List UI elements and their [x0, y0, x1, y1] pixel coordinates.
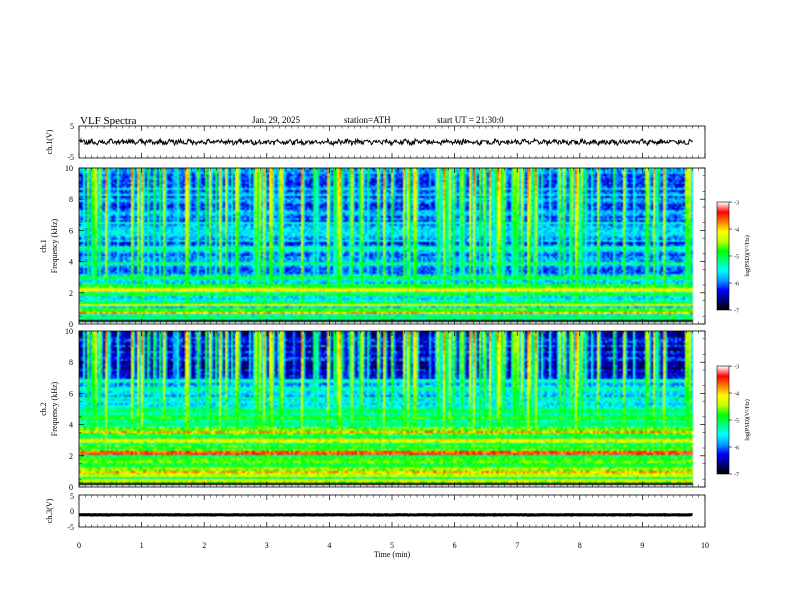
colorbar-tick-label: -4 — [734, 228, 739, 234]
y-tick-label: 0 — [69, 320, 73, 329]
ch1-spectrogram-yticks: 0 2 4 6 8 10 — [65, 164, 705, 329]
x-tick-label: 10 — [701, 541, 709, 550]
colorbar-tick-label: -5 — [734, 419, 739, 425]
colorbar-tick-label: -6 — [734, 446, 739, 452]
x-tick-label: 5 — [390, 541, 394, 550]
ch1-spectrogram-panel: 0 2 4 6 8 10 ch.1 Frequency (kHz) -3 -4 -5 -6 -7 … — [39, 164, 751, 329]
ch2-channel-label: ch.2 — [39, 402, 48, 416]
ch3-waveform-line — [78, 512, 694, 517]
time-axis-label: Time (min) — [374, 550, 411, 559]
colorbar-tick-label: -7 — [734, 473, 739, 479]
time-axis-ticks: 0 1 2 3 4 5 6 7 8 9 10 — [77, 126, 709, 550]
ch3-ytick-top: 5 — [70, 492, 74, 501]
y-tick-label: 2 — [69, 452, 73, 461]
colorbar-tick-label: -7 — [734, 309, 739, 315]
ch2-colorbar-label: log(PSD)(V²/Hz) — [744, 399, 751, 440]
colorbar-tick-label: -3 — [734, 365, 739, 371]
station-label: station=ATH — [344, 115, 391, 125]
colorbar-tick-label: -6 — [734, 282, 739, 288]
y-tick-label: 10 — [65, 164, 73, 173]
y-tick-label: 8 — [69, 358, 73, 367]
figure-title: VLF Spectra — [80, 115, 137, 127]
ch1-waveform-line — [78, 137, 693, 147]
ch3-ytick-bottom: -5 — [67, 523, 74, 532]
y-tick-label: 2 — [69, 289, 73, 298]
x-tick-label: 0 — [77, 541, 81, 550]
ch1-channel-label: ch.1 — [39, 239, 48, 253]
x-tick-label: 1 — [140, 541, 144, 550]
ch3-ylabel: ch.3(V) — [45, 498, 54, 523]
ch1-ytick-bottom: -5 — [67, 153, 74, 162]
ch3-ytick-mid: 0 — [70, 507, 74, 516]
ch1-colorbar-label: log(PSD)(V²/Hz) — [744, 235, 751, 276]
y-tick-label: 4 — [69, 421, 73, 430]
ch1-colorbar: -3 -4 -5 -6 -7 log(PSD)(V²/Hz) — [716, 201, 751, 315]
x-tick-label: 2 — [202, 541, 206, 550]
ch3-waveform-panel: 5 0 -5 ch.3(V) — [45, 492, 706, 532]
y-tick-label: 8 — [69, 195, 73, 204]
x-tick-label: 7 — [515, 541, 519, 550]
ch2-spectrogram-image — [79, 331, 705, 487]
ch2-frequency-label: Frequency (kHz) — [50, 381, 59, 436]
y-tick-label: 6 — [69, 226, 73, 235]
colorbar-tick-label: -4 — [734, 392, 739, 398]
ch2-spectrogram-panel: 0 2 4 6 8 10 ch.2 Frequency (kHz) -3 -4 -5 -6 -7 … — [39, 327, 751, 492]
start-time-label: start UT = 21:30:0 — [437, 115, 504, 125]
ch2-colorbar-image — [717, 366, 729, 474]
ch1-ylabel: ch.1(V) — [45, 129, 54, 154]
y-tick-label: 10 — [65, 327, 73, 336]
ch1-ytick-top: 5 — [70, 122, 74, 131]
x-tick-label: 9 — [640, 541, 644, 550]
ch1-colorbar-image — [717, 202, 729, 310]
ch2-colorbar-ticks: -3 -4 -5 -6 -7 — [729, 365, 739, 479]
ch1-waveform-panel: 5 -5 ch.1(V) — [45, 122, 706, 162]
y-tick-label: 4 — [69, 258, 73, 267]
date-label: Jan. 29, 2025 — [252, 115, 300, 125]
y-tick-label: 6 — [69, 389, 73, 398]
x-tick-label: 8 — [578, 541, 582, 550]
ch2-colorbar: -3 -4 -5 -6 -7 log(PSD)(V²/Hz) — [716, 365, 751, 479]
ch1-colorbar-ticks: -3 -4 -5 -6 -7 — [729, 201, 739, 315]
colorbar-tick-label: -5 — [734, 255, 739, 261]
colorbar-tick-label: -3 — [734, 201, 739, 207]
y-tick-label: 0 — [69, 483, 73, 492]
ch1-frequency-label: Frequency (kHz) — [50, 218, 59, 273]
x-tick-label: 4 — [327, 541, 331, 550]
x-tick-label: 3 — [265, 541, 269, 550]
x-tick-label: 6 — [453, 541, 457, 550]
ch2-spectrogram-yticks: 0 2 4 6 8 10 — [65, 327, 705, 492]
ch1-spectrogram-image — [79, 168, 705, 324]
